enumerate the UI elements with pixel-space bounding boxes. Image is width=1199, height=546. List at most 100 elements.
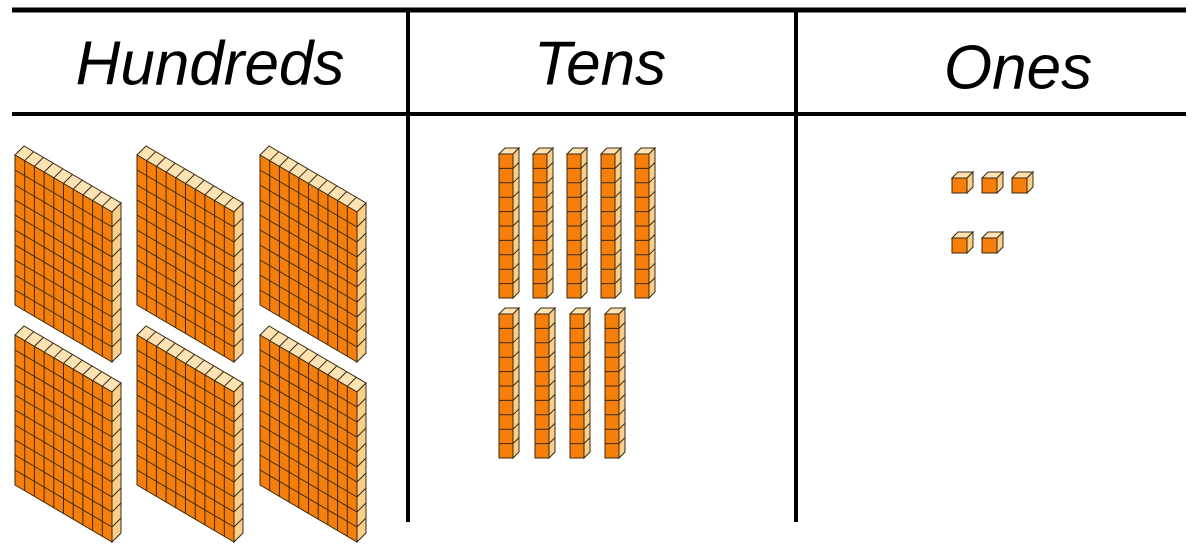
grid-line — [356, 307, 367, 318]
grid-line — [288, 342, 299, 353]
rod-division — [533, 219, 554, 227]
grid-line — [259, 469, 358, 528]
grid-line — [233, 427, 244, 438]
rod-division — [499, 350, 520, 358]
hundred-flat — [136, 145, 244, 364]
rod-division — [601, 234, 622, 241]
grid-line — [356, 217, 367, 228]
rod-division — [499, 176, 520, 184]
grid-line — [24, 151, 35, 162]
grid-line — [111, 397, 122, 408]
grid-line — [111, 487, 122, 498]
rod-division — [567, 277, 588, 285]
grid-line — [111, 247, 122, 258]
grid-line — [14, 454, 113, 513]
ten-rod — [497, 306, 521, 460]
grid-line — [308, 174, 318, 184]
rod-division — [533, 248, 554, 256]
grid-line — [259, 439, 358, 498]
grid-line — [356, 517, 367, 528]
grid-line — [43, 162, 54, 173]
rod-division — [499, 379, 520, 387]
one-cube — [950, 170, 975, 195]
grid-line — [279, 337, 289, 347]
grid-line — [111, 322, 122, 333]
rod-division — [499, 394, 520, 401]
rod-division — [570, 350, 591, 358]
grid-line — [136, 439, 235, 498]
grid-line — [146, 151, 157, 162]
rod-division — [533, 162, 554, 169]
grid-line — [53, 168, 64, 179]
ten-rod — [603, 306, 627, 460]
grid-line — [327, 185, 338, 196]
rod-division — [570, 336, 591, 344]
rod-division — [499, 365, 520, 373]
grid-line — [214, 371, 224, 381]
grid-line — [259, 229, 358, 288]
hundred-flat — [259, 145, 367, 364]
grid-line — [356, 337, 367, 348]
rod-division — [499, 248, 520, 256]
grid-line — [136, 424, 235, 483]
grid-line — [223, 196, 234, 207]
grid-line — [204, 365, 215, 376]
rod-division — [605, 394, 626, 401]
rod-division — [535, 379, 556, 387]
grid-line — [204, 185, 215, 196]
ten-rod — [568, 306, 592, 460]
rod-division — [605, 408, 626, 416]
grid-line — [233, 472, 244, 483]
one-cube — [980, 230, 1005, 255]
grid-line — [14, 274, 113, 333]
column-header: Hundreds — [76, 29, 345, 98]
grid-line — [156, 157, 166, 167]
rod-division — [533, 205, 554, 213]
grid-line — [111, 217, 122, 228]
grid-line — [92, 371, 102, 381]
grid-line — [111, 442, 122, 453]
grid-line — [111, 472, 122, 483]
column-header: Tens — [534, 29, 666, 98]
grid-line — [175, 168, 186, 179]
grid-line — [63, 174, 73, 184]
hundred-flat — [136, 325, 244, 544]
grid-line — [233, 277, 244, 288]
grid-line — [111, 502, 122, 513]
rod-division — [570, 379, 591, 387]
grid-line — [259, 424, 358, 483]
grid-line — [356, 262, 367, 273]
rod-division — [570, 394, 591, 401]
grid-line — [259, 454, 358, 513]
grid-line — [288, 162, 299, 173]
grid-line — [233, 487, 244, 498]
rod-division — [635, 176, 656, 184]
rod-division — [635, 248, 656, 256]
hundred-flat — [259, 325, 367, 544]
rod-division — [570, 422, 591, 430]
rod-division — [499, 322, 520, 329]
grid-line — [337, 191, 347, 201]
grid-line — [356, 427, 367, 438]
grid-line — [269, 331, 280, 342]
rod-division — [533, 176, 554, 184]
grid-line — [111, 427, 122, 438]
grid-line — [111, 412, 122, 423]
rod-division — [535, 365, 556, 373]
rod-division — [601, 277, 622, 285]
rod-division — [533, 262, 554, 270]
grid-line — [308, 354, 318, 364]
grid-line — [298, 168, 309, 179]
grid-line — [111, 457, 122, 468]
rod-division — [499, 277, 520, 285]
grid-line — [194, 359, 205, 370]
ten-rod — [531, 146, 555, 300]
rod-division — [499, 205, 520, 213]
cube-face — [981, 237, 998, 254]
grid-line — [259, 244, 358, 303]
grid-line — [233, 262, 244, 273]
grid-line — [233, 397, 244, 408]
rod-division — [567, 190, 588, 198]
rod-division — [567, 262, 588, 270]
